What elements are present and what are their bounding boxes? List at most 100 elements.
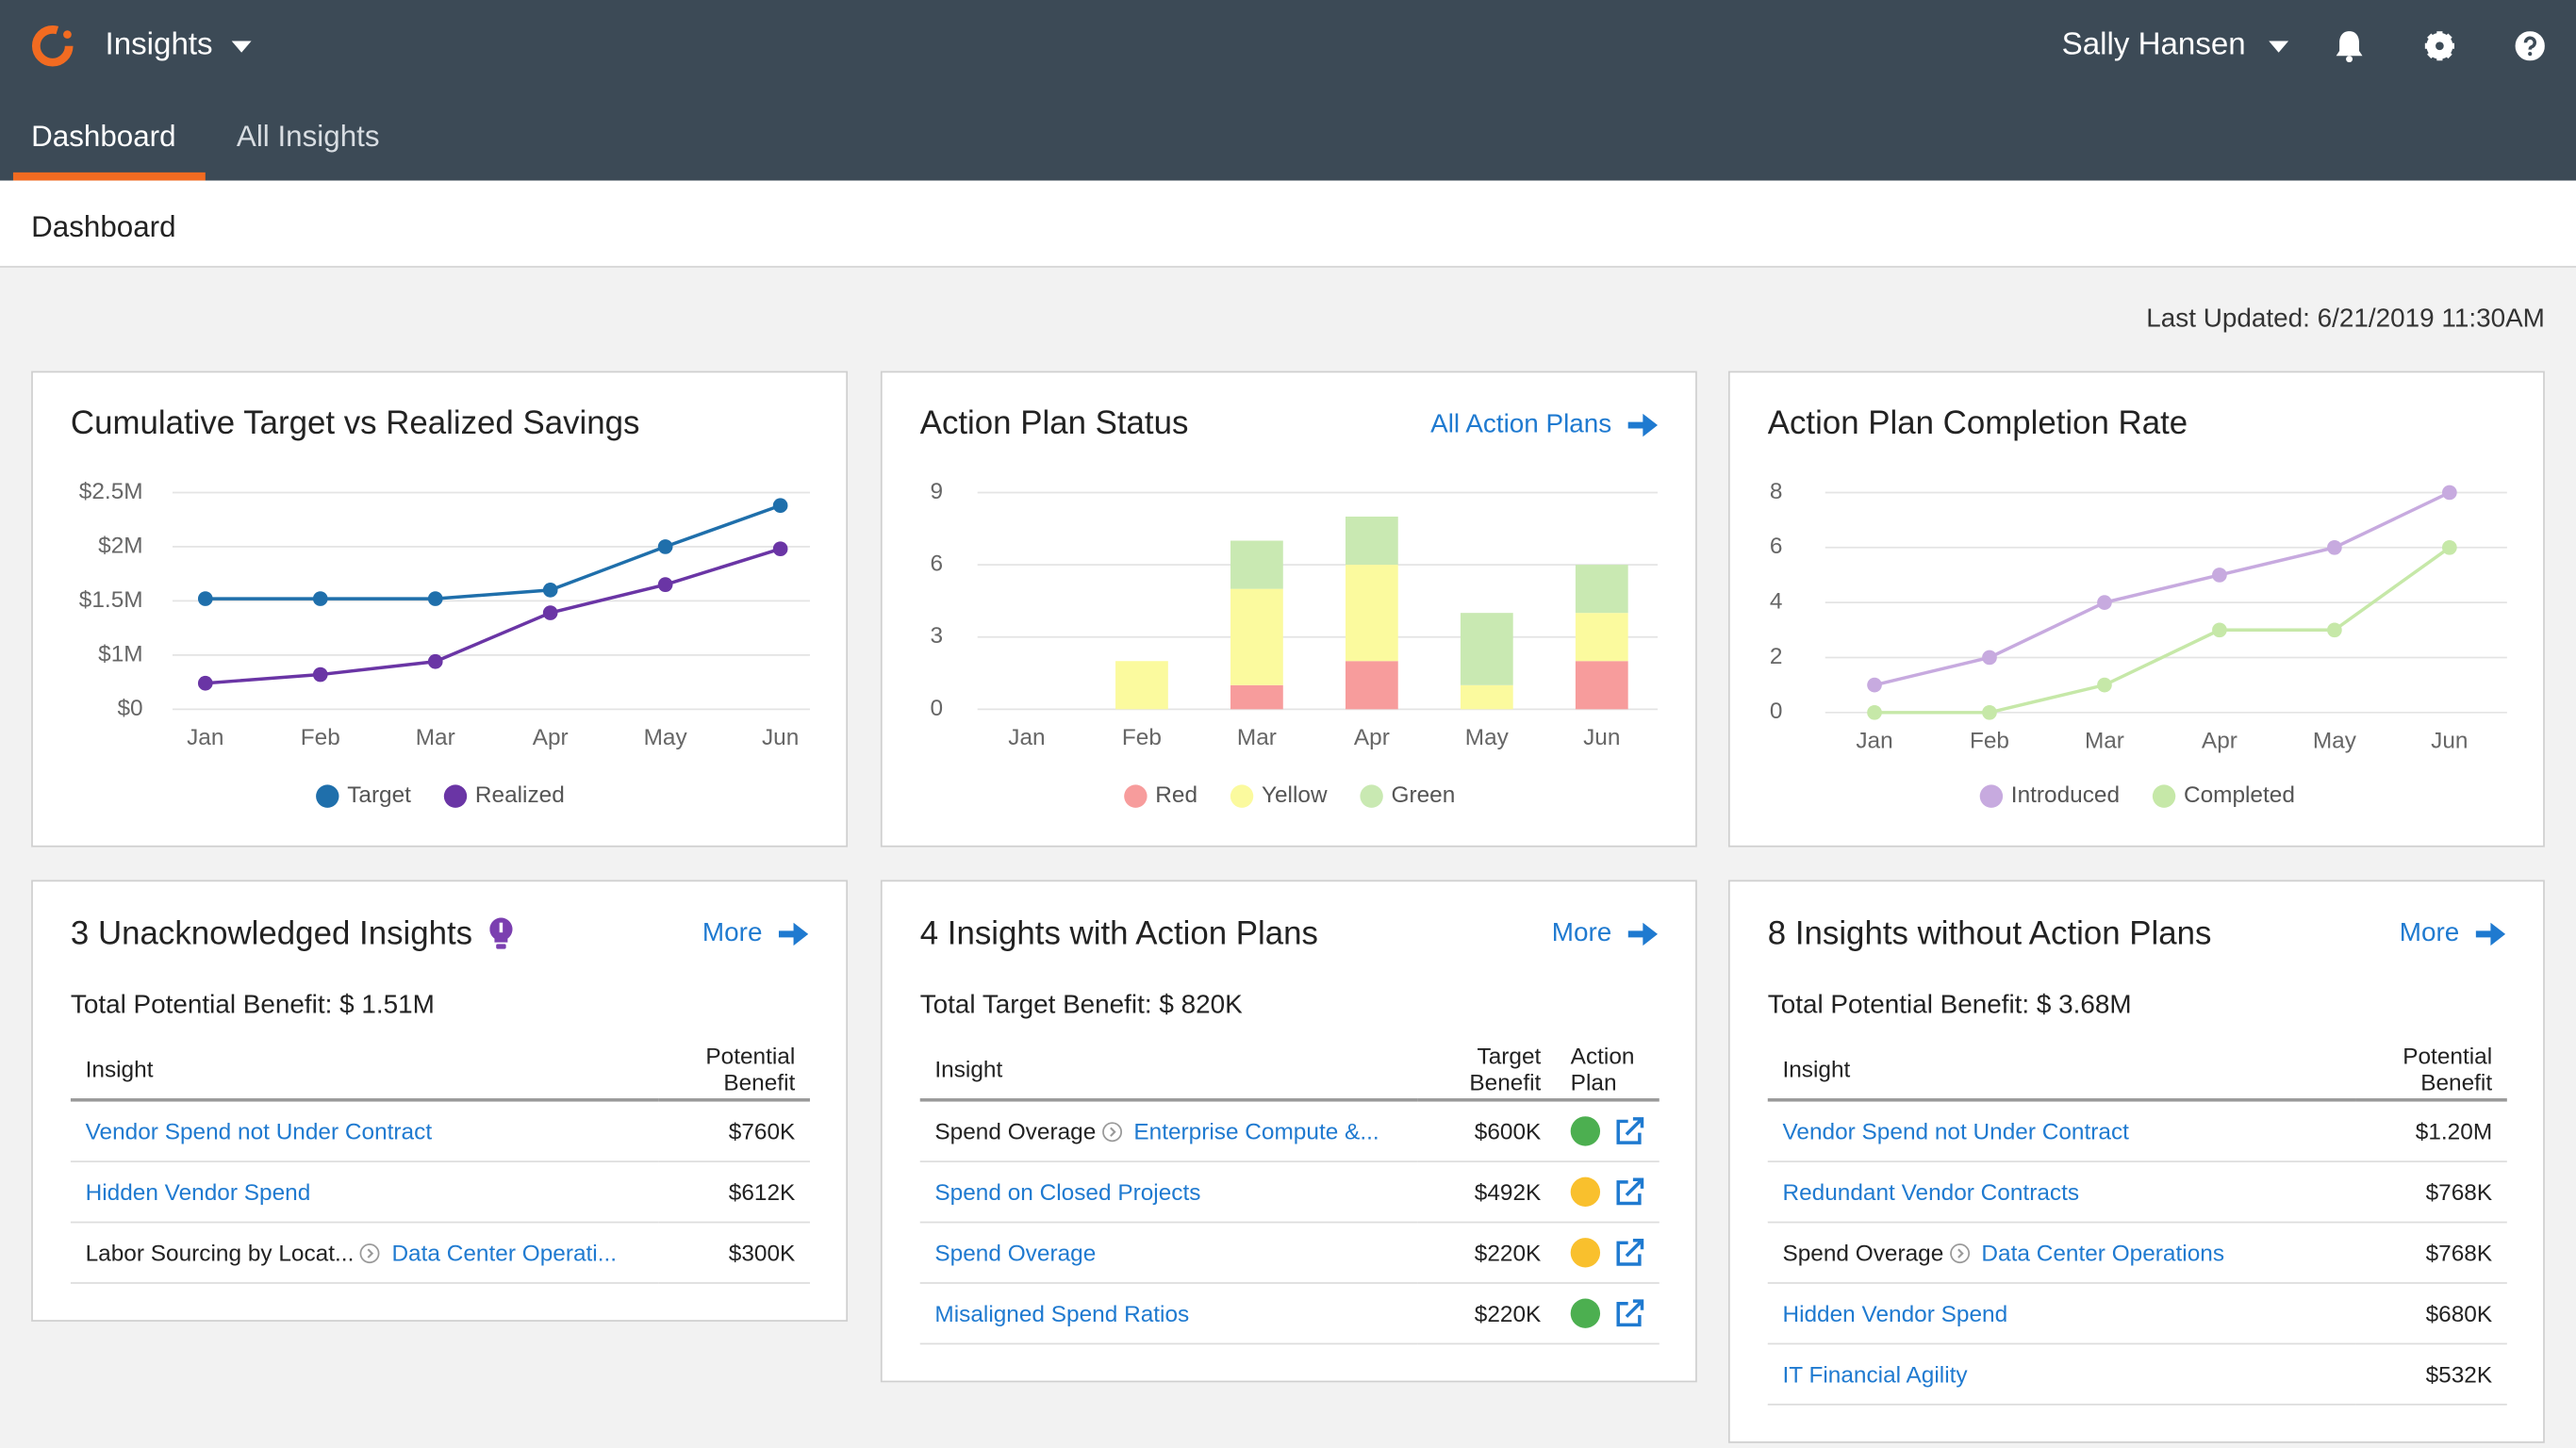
more-link[interactable]: More bbox=[2399, 917, 2506, 950]
x-tick-label: Mar bbox=[1237, 725, 1277, 750]
series-line bbox=[205, 547, 782, 685]
x-tick-label: Mar bbox=[416, 725, 455, 750]
more-link[interactable]: More bbox=[702, 917, 809, 950]
benefit-cell: $492K bbox=[1417, 1161, 1557, 1224]
table-row: Misaligned Spend Ratios $220K bbox=[919, 1282, 1660, 1345]
arrow-icon bbox=[1627, 922, 1659, 946]
table-row: IT Financial Agility $532K bbox=[1767, 1343, 2507, 1406]
open-action-plan[interactable] bbox=[1615, 1177, 1644, 1207]
series-line bbox=[1874, 490, 2451, 687]
table-row: Hidden Vendor Spend $612K bbox=[70, 1161, 810, 1224]
data-point bbox=[197, 591, 213, 606]
legend-marker bbox=[1230, 784, 1254, 808]
column-header: Target Benefit bbox=[1417, 1039, 1557, 1102]
insight-link[interactable]: Spend Overage bbox=[934, 1239, 1097, 1266]
insight-link[interactable]: IT Financial Agility bbox=[1782, 1360, 1968, 1388]
insight-link[interactable]: Misaligned Spend Ratios bbox=[934, 1300, 1190, 1327]
more-link[interactable]: More bbox=[1552, 917, 1659, 950]
lightbulb-icon bbox=[488, 917, 512, 949]
open-action-plan[interactable] bbox=[1615, 1299, 1644, 1328]
status-indicator bbox=[1570, 1116, 1601, 1146]
insight-link[interactable]: Data Center Operations bbox=[1981, 1239, 2225, 1266]
insight-cell: Redundant Vendor Contracts bbox=[1767, 1161, 2356, 1224]
insight-cell: Spend Overage Enterprise Compute &... bbox=[919, 1099, 1418, 1162]
series-line bbox=[205, 503, 782, 601]
last-updated: Last Updated: 6/21/2019 11:30AM bbox=[2146, 304, 2545, 334]
legend-marker bbox=[1360, 784, 1383, 808]
settings-icon[interactable] bbox=[2424, 31, 2455, 61]
app-name: Insights bbox=[105, 27, 213, 63]
legend-marker bbox=[2152, 784, 2176, 808]
table-row: Spend Overage $220K bbox=[919, 1222, 1660, 1284]
insight-link[interactable]: Hidden Vendor Spend bbox=[85, 1178, 311, 1206]
insight-link[interactable]: Enterprise Compute &... bbox=[1133, 1117, 1379, 1144]
box bbox=[1616, 1180, 1642, 1206]
data-point bbox=[657, 577, 673, 592]
x-tick-label: Mar bbox=[2085, 729, 2124, 754]
bulb-mark bbox=[498, 922, 503, 933]
x-tick-label: Feb bbox=[301, 725, 340, 750]
notifications-icon[interactable] bbox=[2335, 29, 2364, 63]
y-tick-label: 6 bbox=[931, 551, 944, 577]
card-summary: Total Target Benefit: $ 820K bbox=[919, 991, 1243, 1020]
user-menu[interactable]: Sally Hansen bbox=[2061, 26, 2289, 66]
insight-link[interactable]: Vendor Spend not Under Contract bbox=[1782, 1117, 2129, 1144]
chevron bbox=[1110, 1127, 1116, 1137]
data-point bbox=[2212, 622, 2227, 638]
card-title: 4 Insights with Action Plans bbox=[919, 915, 1318, 953]
box bbox=[1616, 1241, 1642, 1266]
data-point bbox=[197, 675, 213, 691]
help-icon[interactable] bbox=[2515, 31, 2545, 61]
x-tick-label: May bbox=[1465, 725, 1510, 750]
caret bbox=[2269, 40, 2289, 52]
logo[interactable] bbox=[26, 20, 79, 73]
y-tick-label: $1.5M bbox=[79, 587, 143, 613]
data-point bbox=[2097, 595, 2112, 610]
table-row: Labor Sourcing by Locat... Data Center Op… bbox=[70, 1222, 810, 1284]
chevron bbox=[368, 1248, 374, 1259]
x-tick-label: Feb bbox=[1122, 725, 1162, 750]
insight-link[interactable]: Data Center Operati... bbox=[391, 1239, 618, 1266]
data-point bbox=[772, 541, 788, 557]
chart: Action Plan Status All Action Plans 0 3 6 9 Ja… bbox=[920, 404, 1659, 808]
insight-cell: Spend Overage bbox=[919, 1222, 1418, 1284]
data-point bbox=[1867, 704, 1882, 720]
tab[interactable]: Dashboard bbox=[31, 120, 176, 153]
arrow-shape bbox=[778, 922, 809, 946]
y-tick-label: 4 bbox=[1770, 589, 1783, 615]
column-header: Insight bbox=[70, 1039, 659, 1102]
benefit-cell: $532K bbox=[2355, 1343, 2507, 1406]
table-row: Spend Overage Enterprise Compute &... $600… bbox=[919, 1099, 1660, 1162]
bar-segment bbox=[1460, 684, 1513, 710]
arrow-icon bbox=[1627, 413, 1659, 437]
top-bar: Insights Sally Hansen Dashboard All Insi… bbox=[0, 0, 2576, 181]
table-row: Redundant Vendor Contracts $768K bbox=[1767, 1161, 2507, 1224]
card-summary: Total Potential Benefit: $ 1.51M bbox=[70, 991, 435, 1020]
benefit-cell: $300K bbox=[658, 1222, 810, 1284]
insight-link[interactable]: Hidden Vendor Spend bbox=[1782, 1300, 2008, 1327]
legend-marker bbox=[443, 784, 468, 808]
chart: Action Plan Completion Rate 0 2 4 6 8 Jan Feb Ma… bbox=[1768, 404, 2507, 808]
tab[interactable]: All Insights bbox=[236, 120, 380, 153]
chevron bbox=[1957, 1248, 1964, 1259]
bar-segment bbox=[1230, 540, 1283, 589]
app-switcher[interactable]: Insights bbox=[106, 26, 253, 66]
open-action-plan[interactable] bbox=[1615, 1238, 1644, 1267]
insight-link[interactable]: Redundant Vendor Contracts bbox=[1782, 1178, 2080, 1206]
y-tick-label: 0 bbox=[931, 696, 944, 721]
insight-link[interactable]: Vendor Spend not Under Contract bbox=[85, 1117, 433, 1144]
more-text: More bbox=[2399, 919, 2460, 947]
user-name: Sally Hansen bbox=[2061, 27, 2246, 63]
box bbox=[1616, 1119, 1642, 1145]
benefit-cell: $220K bbox=[1417, 1282, 1557, 1345]
arrow bbox=[1625, 1239, 1644, 1258]
insight-link[interactable]: Spend on Closed Projects bbox=[934, 1178, 1201, 1206]
card-title-row: 8 Insights without Action Plans bbox=[1768, 914, 2212, 954]
insight-cell: Hidden Vendor Spend bbox=[1767, 1282, 2356, 1345]
column-header: Insight bbox=[919, 1039, 1418, 1102]
table-header: Insight Target Benefit Action Plan bbox=[919, 1039, 1660, 1102]
chart-link[interactable]: All Action Plans bbox=[1430, 408, 1611, 437]
benefit-cell: $612K bbox=[658, 1161, 810, 1224]
open-action-plan[interactable] bbox=[1615, 1116, 1644, 1145]
